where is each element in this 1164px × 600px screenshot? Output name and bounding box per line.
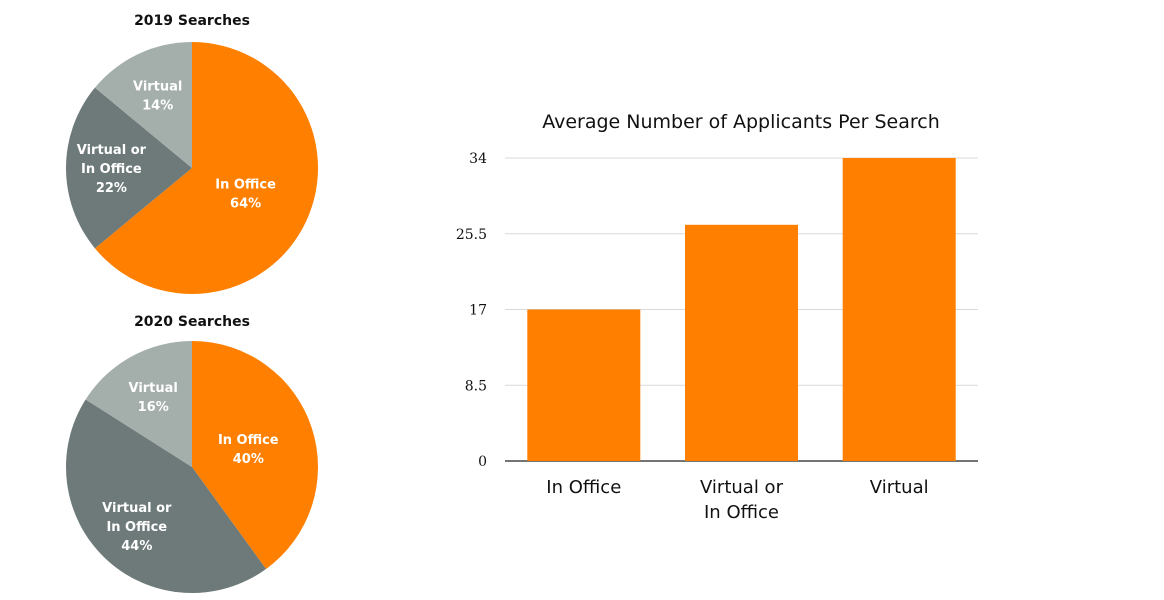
pie-title-2019: 2019 Searches (134, 13, 250, 29)
pie-chart-2020: 2020 Searches In Office 40% Virtual or In O… (65, 314, 319, 594)
pie-chart-2019: 2019 Searches In Office 64% Virtual or In O… (66, 13, 319, 294)
bar-category-label-virtual: Virtual (870, 477, 929, 498)
pie-slice-2020-virtual (85, 340, 192, 467)
pie-label-2020-virtual: Virtual 16% (128, 381, 177, 415)
bar-y-tick-label: 8.5 (465, 378, 487, 394)
pie-label-2019-virtual: Virtual 14% (133, 80, 182, 114)
bar-in-office (527, 309, 641, 461)
pie-title-2020: 2020 Searches (134, 314, 250, 330)
pie-label-2020-virtual-or-in-office: Virtual or In Office 44% (102, 501, 172, 554)
bar-category-label-in-office: In Office (546, 477, 621, 498)
bar-virtual (842, 158, 956, 461)
bar-y-tick-label: 34 (469, 151, 487, 167)
pie-slice-2020-in-office (192, 341, 319, 569)
pie-slice-2019-virtual (94, 42, 192, 168)
bar-chart-applicants: Average Number of Applicants Per Search … (456, 111, 978, 523)
pie-label-2019-in-office: In Office 64% (215, 178, 276, 212)
bar-y-tick-label: 25.5 (456, 227, 487, 243)
pie-slice-2019-virtual-or-in-office (66, 87, 192, 249)
bar-virtual-or-in-office (685, 224, 798, 461)
bar-category-label-virtual-or-in-office: Virtual or In Office (700, 477, 784, 523)
bar-y-tick-label: 0 (478, 454, 487, 470)
bar-chart-title: Average Number of Applicants Per Search (542, 111, 940, 133)
bar-y-tick-label: 17 (469, 303, 487, 319)
pie-slice-2020-virtual-or-in-office (65, 399, 267, 594)
pie-label-2020-in-office: In Office 40% (218, 433, 279, 467)
pie-label-2019-virtual-or-in-office: Virtual or In Office 22% (77, 143, 147, 196)
pie-slice-2019-in-office (94, 41, 319, 294)
